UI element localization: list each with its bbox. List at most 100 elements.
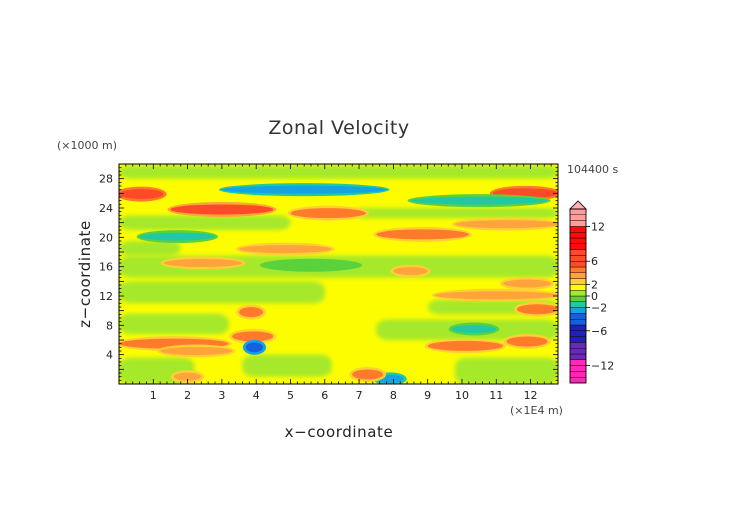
colorbar-segment <box>569 319 587 326</box>
colorbar-segment <box>569 359 587 366</box>
colorbar-segment <box>569 272 587 279</box>
velocity-band <box>263 261 360 270</box>
velocity-band <box>245 342 264 353</box>
colorbar-tick-label: −6 <box>591 325 607 338</box>
colorbar-segment <box>569 313 587 320</box>
colorbar-tick-label: 12 <box>591 220 605 233</box>
velocity-band <box>516 304 558 315</box>
x-tick-label: 5 <box>287 389 294 402</box>
field-green-region <box>119 281 325 304</box>
colorbar-segment <box>569 220 587 227</box>
y-tick-label: 28 <box>99 173 113 186</box>
colorbar-segment <box>569 301 587 308</box>
velocity-band <box>503 279 552 288</box>
y-tick-label: 12 <box>99 290 113 303</box>
colorbar-segment <box>569 208 587 216</box>
colorbar-segment <box>569 348 587 355</box>
y-unit-label: (×1000 m) <box>57 139 117 152</box>
y-tick-label: 20 <box>99 231 113 244</box>
colorbar-segment <box>569 231 587 239</box>
velocity-band-core <box>507 190 544 196</box>
field-velocity-bands <box>119 183 558 384</box>
colorbar <box>569 200 587 384</box>
colorbar-segment <box>569 226 587 233</box>
y-tick-label: 16 <box>99 261 113 274</box>
colorbar-segment <box>569 336 587 343</box>
x-tick-label: 7 <box>356 389 363 402</box>
velocity-band <box>455 220 558 229</box>
field-green-region <box>242 354 332 377</box>
colorbar-segment <box>569 377 587 384</box>
colorbar-segment <box>569 295 587 303</box>
colorbar-tick-label: 6 <box>591 255 598 268</box>
y-axis-label: z−coordinate <box>76 220 94 328</box>
velocity-band <box>232 331 274 342</box>
x-tick-label: 3 <box>218 389 225 402</box>
time-label: 104400 s <box>567 163 618 176</box>
velocity-band <box>239 307 264 318</box>
colorbar-segment <box>569 324 587 332</box>
x-tick-label: 12 <box>524 389 538 402</box>
y-tick-label: 24 <box>99 202 113 215</box>
velocity-band <box>506 336 548 347</box>
colorbar-segment <box>569 261 587 268</box>
y-tick-label: 4 <box>106 349 113 362</box>
colorbar-segment <box>569 278 587 285</box>
colorbar-segment <box>569 249 587 256</box>
velocity-band <box>434 291 558 300</box>
velocity-band <box>410 196 548 205</box>
y-tick-label: 8 <box>106 319 113 332</box>
colorbar-tick-label: 0 <box>591 290 598 303</box>
x-tick-label: 8 <box>390 389 397 402</box>
velocity-band-core <box>129 191 154 197</box>
velocity-band <box>393 267 428 276</box>
velocity-band <box>139 232 216 241</box>
x-axis-label: x−coordinate <box>285 423 394 441</box>
colorbar-segment <box>569 237 587 244</box>
colorbar-segment <box>569 307 587 314</box>
colorbar-segment <box>569 243 587 250</box>
x-tick-label: 2 <box>184 389 191 402</box>
colorbar-tick-label: −2 <box>591 302 607 315</box>
chart-title: Zonal Velocity <box>268 117 409 139</box>
x-tick-label: 11 <box>489 389 503 402</box>
colorbar-ticks: 12 6 20−2 −6 −12 <box>586 220 614 373</box>
velocity-band-core <box>193 206 251 212</box>
colorbar-segment <box>569 365 587 372</box>
field-green-regions <box>119 165 558 384</box>
colorbar-segment <box>569 255 587 262</box>
field-green-region <box>352 208 558 219</box>
velocity-band <box>352 369 384 380</box>
velocity-band <box>221 185 387 194</box>
x-tick-label: 4 <box>253 389 260 402</box>
velocity-band <box>427 340 504 351</box>
colorbar-segment <box>569 290 587 297</box>
velocity-band <box>160 347 233 355</box>
field-green-region <box>455 357 558 384</box>
colorbar-segment <box>569 353 587 361</box>
velocity-band <box>163 259 243 267</box>
field-green-region <box>119 215 291 230</box>
field-green-region <box>119 313 229 335</box>
velocity-band <box>239 245 332 254</box>
colorbar-tick-label: 2 <box>591 278 598 291</box>
colorbar-extend-arrow <box>569 200 587 210</box>
colorbar-tick-label: −12 <box>591 360 614 373</box>
field-green-region <box>119 241 181 256</box>
x-tick-label: 6 <box>321 389 328 402</box>
y-axis-ticks: 4 8 12 16 20 24 28 <box>99 163 558 385</box>
x-axis-ticks: 1 2 3 4 5 6 7 8 9 10 11 12 <box>118 164 559 402</box>
colorbar-segment <box>569 266 587 274</box>
x-tick-label: 10 <box>455 389 469 402</box>
x-tick-label: 9 <box>424 389 431 402</box>
colorbar-segment <box>569 371 587 378</box>
colorbar-segment <box>569 284 587 291</box>
colorbar-segment <box>569 342 587 349</box>
x-tick-label: 1 <box>150 389 157 402</box>
velocity-band <box>376 229 469 240</box>
velocity-band <box>290 208 366 219</box>
x-unit-label: (×1E4 m) <box>510 404 563 417</box>
field-green-region <box>119 165 558 179</box>
colorbar-segment <box>569 330 587 337</box>
